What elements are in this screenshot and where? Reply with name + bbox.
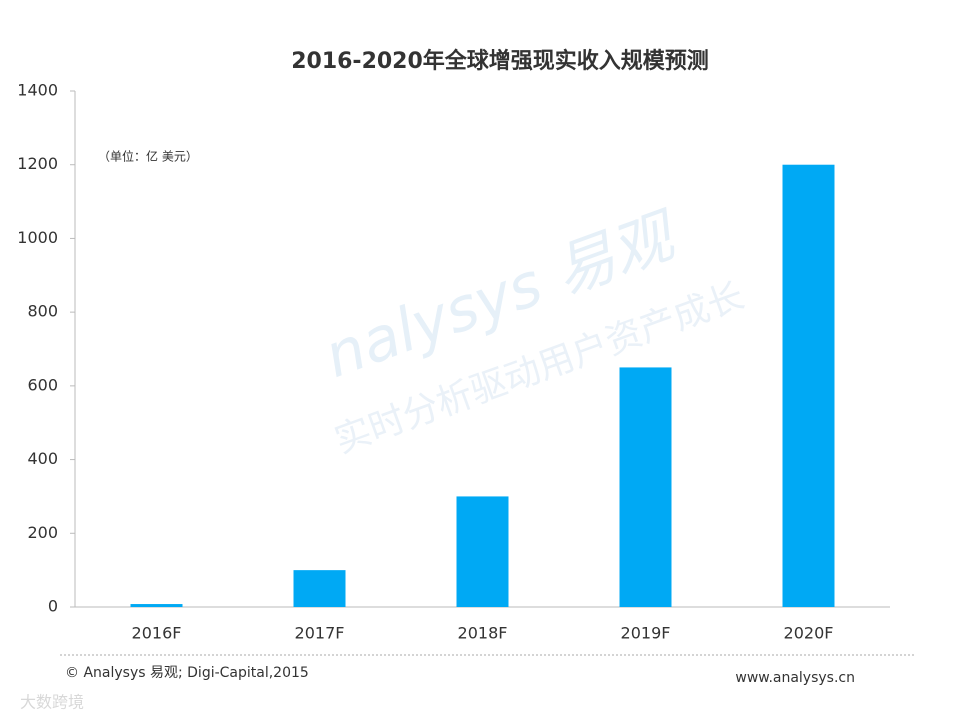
y-tick-label: 200 [27, 523, 58, 542]
y-tick-label: 600 [27, 375, 58, 394]
x-tick-label: 2017F [295, 624, 345, 643]
y-tick-label: 0 [48, 597, 58, 616]
y-tick-label: 400 [27, 449, 58, 468]
bar [619, 367, 672, 607]
watermark: 大数跨境 [20, 693, 84, 712]
bar [782, 164, 835, 607]
y-tick-label: 1000 [17, 228, 58, 247]
x-tick-label: 2018F [458, 624, 508, 643]
bar [293, 570, 346, 607]
bar [130, 604, 183, 607]
website: www.analysys.cn [735, 670, 855, 686]
unit-note: （单位：亿 美元） [98, 149, 198, 164]
x-tick-label: 2020F [784, 624, 834, 643]
y-tick-label: 1400 [17, 81, 58, 100]
x-tick-label: 2016F [132, 624, 182, 643]
y-tick-label: 1200 [17, 154, 58, 173]
chart-title: 2016-2020年全球增强现实收入规模预测 [291, 48, 709, 74]
x-tick-label: 2019F [621, 624, 671, 643]
y-tick-label: 800 [27, 302, 58, 321]
bar [456, 496, 509, 607]
source: © Analysys 易观; Digi-Capital,2015 [65, 665, 309, 681]
